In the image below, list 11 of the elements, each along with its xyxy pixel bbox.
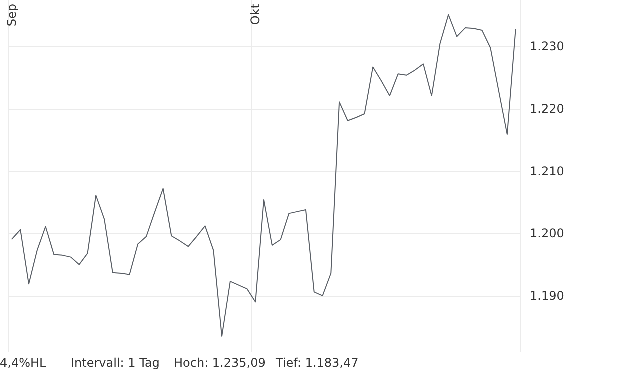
text: 4,4%HL [0, 356, 47, 370]
text: Intervall: 1 Tag [71, 356, 160, 370]
x-tick-label: Sep [5, 4, 20, 27]
text: Tief: 1.183,47 [275, 356, 359, 370]
y-tick-label: 1.210 [530, 164, 564, 178]
x-tick-label: Okt [248, 4, 263, 26]
y-tick-label: 1.200 [530, 226, 564, 241]
text: Hoch: 1.235,09 [174, 356, 266, 370]
y-tick-label: 1.220 [530, 102, 564, 116]
y-tick-label: 1.190 [530, 288, 564, 303]
y-tick-label: 1.230 [530, 40, 564, 54]
